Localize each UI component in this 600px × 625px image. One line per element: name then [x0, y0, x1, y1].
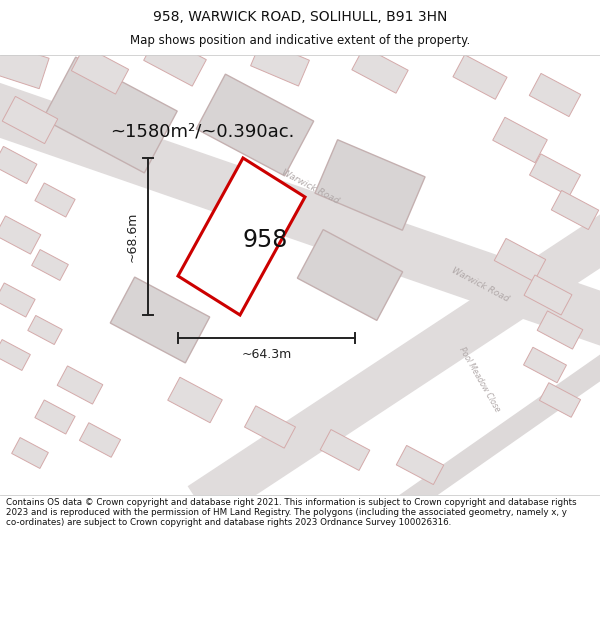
Text: 958: 958	[242, 228, 287, 252]
Polygon shape	[551, 191, 599, 229]
Text: ~68.6m: ~68.6m	[126, 211, 139, 262]
Text: Contains OS data © Crown copyright and database right 2021. This information is : Contains OS data © Crown copyright and d…	[6, 498, 577, 528]
Text: ~64.3m: ~64.3m	[241, 348, 292, 361]
Polygon shape	[530, 154, 580, 196]
Polygon shape	[298, 229, 403, 321]
Text: Pool Meadow Close: Pool Meadow Close	[458, 346, 502, 414]
Polygon shape	[110, 277, 210, 363]
Polygon shape	[143, 34, 206, 86]
Polygon shape	[35, 183, 75, 217]
Polygon shape	[537, 311, 583, 349]
Polygon shape	[0, 339, 31, 371]
Text: 958, WARWICK ROAD, SOLIHULL, B91 3HN: 958, WARWICK ROAD, SOLIHULL, B91 3HN	[153, 10, 447, 24]
Polygon shape	[32, 249, 68, 281]
Polygon shape	[0, 216, 41, 254]
Polygon shape	[453, 55, 507, 99]
Polygon shape	[79, 422, 121, 457]
Polygon shape	[383, 331, 600, 524]
Polygon shape	[178, 158, 305, 315]
Polygon shape	[352, 47, 408, 93]
Polygon shape	[0, 76, 600, 349]
Polygon shape	[11, 438, 49, 469]
Polygon shape	[0, 146, 37, 184]
Polygon shape	[196, 74, 314, 176]
Polygon shape	[539, 382, 581, 418]
Polygon shape	[43, 57, 177, 173]
Polygon shape	[245, 406, 295, 448]
Text: Warwick Road: Warwick Road	[280, 168, 340, 206]
Polygon shape	[28, 316, 62, 344]
Polygon shape	[57, 366, 103, 404]
Text: Map shows position and indicative extent of the property.: Map shows position and indicative extent…	[130, 34, 470, 47]
Polygon shape	[168, 378, 222, 423]
Polygon shape	[35, 400, 75, 434]
Polygon shape	[251, 40, 310, 86]
Polygon shape	[396, 446, 444, 484]
Text: ~1580m²/~0.390ac.: ~1580m²/~0.390ac.	[110, 123, 295, 141]
Polygon shape	[315, 140, 425, 230]
Polygon shape	[0, 283, 35, 317]
Polygon shape	[0, 41, 49, 89]
Polygon shape	[529, 73, 581, 117]
Polygon shape	[188, 196, 600, 524]
Polygon shape	[524, 348, 566, 382]
Text: Warwick Road: Warwick Road	[450, 266, 510, 304]
Polygon shape	[493, 118, 547, 162]
Polygon shape	[494, 238, 546, 282]
Polygon shape	[71, 46, 128, 94]
Polygon shape	[320, 429, 370, 471]
Polygon shape	[524, 275, 572, 315]
Polygon shape	[2, 96, 58, 144]
